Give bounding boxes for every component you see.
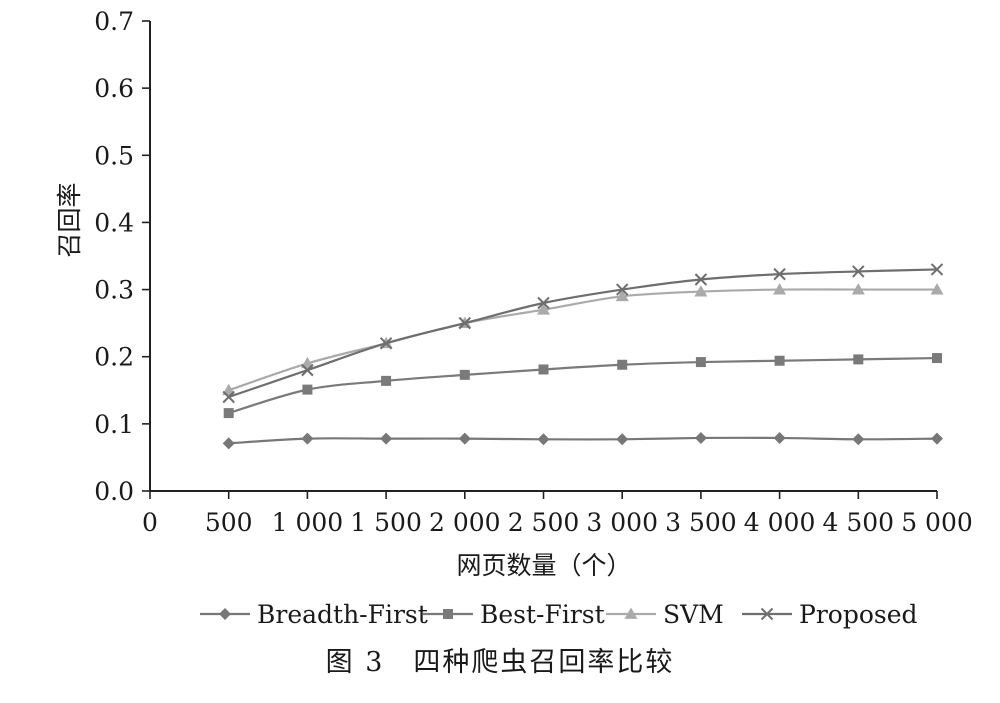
x-tick-label: 2 500 bbox=[508, 508, 580, 537]
legend-item-breadth-first: Breadth-First bbox=[200, 600, 428, 629]
series-line-svm bbox=[228, 288, 937, 392]
x-tick-label: 500 bbox=[205, 508, 253, 537]
chart-series bbox=[222, 263, 944, 450]
x-tick-label: 1 500 bbox=[350, 508, 422, 537]
data-point-proposed bbox=[537, 296, 550, 310]
data-point-proposed bbox=[930, 263, 944, 276]
legend-label-best-first: Best-First bbox=[480, 600, 605, 629]
chart-legend: Breadth-First Best-First SVM Proposed bbox=[200, 600, 918, 629]
data-point-breadth-first bbox=[380, 432, 393, 445]
data-point-svm bbox=[930, 283, 944, 295]
x-tick-label: 1 000 bbox=[272, 508, 344, 537]
x-axis-label: 网页数量（个） bbox=[456, 551, 631, 580]
data-point-best-first bbox=[695, 357, 706, 368]
legend-marker-breadth-first bbox=[219, 608, 231, 620]
series-breadth-first bbox=[222, 431, 943, 450]
y-axis-label: 召回率 bbox=[55, 182, 84, 257]
data-point-svm bbox=[851, 283, 865, 295]
data-point-best-first bbox=[932, 353, 942, 364]
y-tick-label: 0.7 bbox=[94, 7, 134, 36]
data-point-breadth-first bbox=[852, 433, 865, 446]
data-point-proposed bbox=[773, 267, 786, 281]
data-point-svm bbox=[300, 356, 314, 369]
series-line-proposed bbox=[228, 268, 938, 399]
data-point-breadth-first bbox=[773, 431, 786, 444]
data-point-breadth-first bbox=[931, 432, 943, 445]
legend-label-breadth-first: Breadth-First bbox=[257, 600, 428, 629]
x-tick-label: 2 000 bbox=[429, 508, 501, 537]
y-tick-label: 0.3 bbox=[94, 276, 134, 305]
data-point-svm bbox=[222, 383, 236, 396]
y-tick-label: 0.1 bbox=[94, 410, 134, 439]
y-tick-label: 0.4 bbox=[94, 208, 134, 237]
legend-marker-svm bbox=[624, 607, 638, 619]
figure-caption: 图 3 四种爬虫召回率比较 bbox=[325, 647, 675, 678]
chart-axes: 0.00.10.20.30.40.50.60.70 500 1 000 1 500 2 … bbox=[94, 7, 973, 537]
legend-item-proposed: Proposed bbox=[742, 600, 918, 629]
series-line-best-first bbox=[228, 356, 938, 415]
x-tick-label: 5 000 bbox=[901, 508, 973, 537]
y-tick-label: 0.0 bbox=[94, 477, 134, 506]
legend-marker-proposed bbox=[760, 607, 774, 621]
data-point-breadth-first bbox=[458, 432, 471, 445]
x-tick-label: 3 500 bbox=[665, 508, 737, 537]
data-point-svm bbox=[773, 283, 787, 295]
data-point-svm bbox=[537, 303, 550, 315]
y-tick-label: 0.2 bbox=[94, 343, 134, 372]
series-line-breadth-first bbox=[228, 436, 938, 445]
legend-label-svm: SVM bbox=[663, 600, 724, 629]
data-point-proposed bbox=[852, 265, 865, 278]
legend-item-best-first: Best-First bbox=[423, 600, 605, 629]
data-point-proposed bbox=[694, 273, 708, 286]
data-point-best-first bbox=[774, 355, 785, 366]
x-tick-label: 0 bbox=[142, 508, 158, 537]
data-point-breadth-first bbox=[616, 433, 629, 446]
data-point-proposed bbox=[458, 316, 472, 330]
data-point-best-first bbox=[459, 369, 470, 380]
data-point-breadth-first bbox=[222, 437, 235, 450]
y-tick-label: 0.5 bbox=[94, 141, 134, 170]
data-point-proposed bbox=[301, 363, 314, 377]
legend-label-proposed: Proposed bbox=[799, 600, 918, 629]
series-best-first bbox=[223, 353, 942, 419]
y-tick-label: 0.6 bbox=[94, 74, 134, 103]
data-point-best-first bbox=[853, 354, 864, 365]
data-point-best-first bbox=[223, 408, 234, 419]
data-point-proposed bbox=[379, 337, 393, 350]
data-point-svm bbox=[694, 285, 708, 297]
x-tick-label: 3 000 bbox=[586, 508, 658, 537]
data-point-best-first bbox=[302, 384, 313, 395]
data-point-proposed bbox=[615, 283, 629, 296]
data-point-best-first bbox=[381, 375, 392, 386]
data-point-best-first bbox=[538, 364, 549, 375]
series-svm bbox=[222, 283, 944, 396]
x-tick-label: 4 000 bbox=[744, 508, 816, 537]
data-point-breadth-first bbox=[694, 431, 707, 444]
legend-item-svm: SVM bbox=[606, 600, 724, 629]
data-point-svm bbox=[615, 289, 629, 302]
legend-marker-best-first bbox=[443, 609, 453, 619]
data-point-proposed bbox=[222, 390, 235, 404]
data-point-breadth-first bbox=[537, 433, 550, 446]
series-proposed bbox=[222, 263, 944, 404]
data-point-breadth-first bbox=[301, 432, 314, 445]
x-tick-label: 4 500 bbox=[823, 508, 895, 537]
data-point-best-first bbox=[617, 359, 628, 370]
